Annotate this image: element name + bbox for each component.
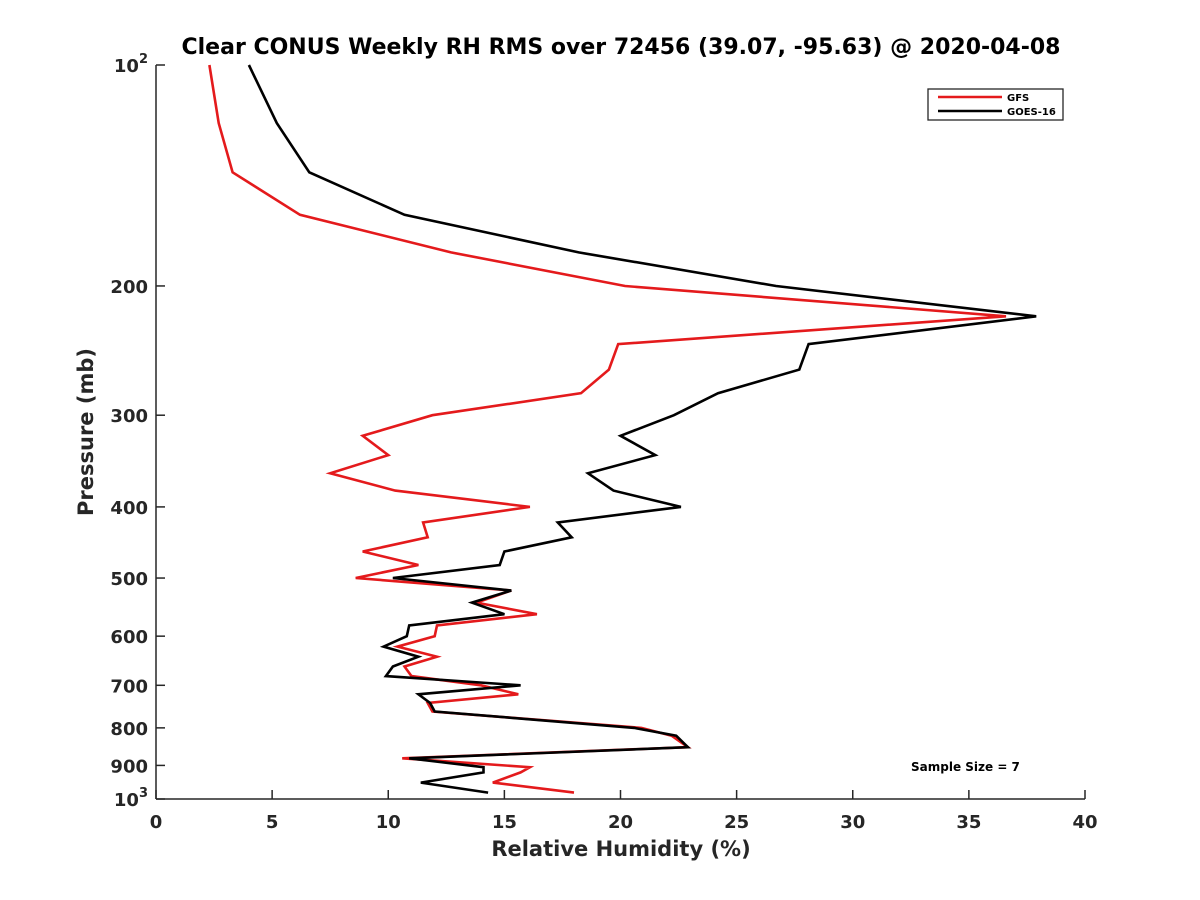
series-line-goes16 [247,64,1037,794]
chart-title: Clear CONUS Weekly RH RMS over 72456 (39… [182,35,1061,60]
axes [155,65,1085,800]
y-tick-label-base: 700 [110,676,148,697]
y-tick-label-base: 600 [110,627,148,648]
y-tick-label: 900 [110,756,148,777]
legend: GFS GOES-16 [927,88,1064,121]
y-tick-label-exponent: 2 [139,52,148,67]
y-tick-label: 200 [110,277,148,298]
y-tick-label: 103 [114,786,148,811]
x-tick-label: 15 [492,812,517,833]
series-line-gfs [208,64,1007,794]
y-tick-label: 600 [110,627,148,648]
x-tick-label: 25 [724,812,749,833]
y-tick-label: 400 [110,498,148,519]
legend-label-gfs: GFS [1007,93,1029,104]
x-tick-label: 40 [1072,812,1097,833]
y-tick-label-base: 900 [110,756,148,777]
y-tick-label: 500 [110,569,148,590]
sample-size-annotation: Sample Size = 7 [911,760,1020,774]
x-tick-label: 20 [608,812,633,833]
y-tick-label-base: 200 [110,277,148,298]
y-tick-label-base: 400 [110,498,148,519]
y-tick-label-exponent: 3 [139,786,148,801]
series-group [208,64,1037,794]
y-tick-label-base: 10 [114,790,139,811]
legend-box [927,88,1064,121]
x-tick-label: 0 [150,812,163,833]
x-tick-label: 5 [266,812,279,833]
x-tick-label: 30 [840,812,865,833]
legend-label-goes16: GOES-16 [1007,107,1056,118]
y-tick-label-base: 500 [110,569,148,590]
x-tick-label: 10 [376,812,401,833]
y-tick-label: 800 [110,719,148,740]
y-tick-label: 102 [114,52,148,77]
y-axis-label: Pressure (mb) [74,348,98,516]
x-axis-label: Relative Humidity (%) [491,837,750,861]
y-tick-label-base: 10 [114,56,139,77]
x-ticks: 0 5 10 15 20 25 30 35 40 [150,790,1098,833]
y-tick-label: 700 [110,676,148,697]
y-tick-label-base: 300 [110,406,148,427]
x-tick-label: 35 [956,812,981,833]
y-tick-label-base: 800 [110,719,148,740]
y-tick-label: 300 [110,406,148,427]
